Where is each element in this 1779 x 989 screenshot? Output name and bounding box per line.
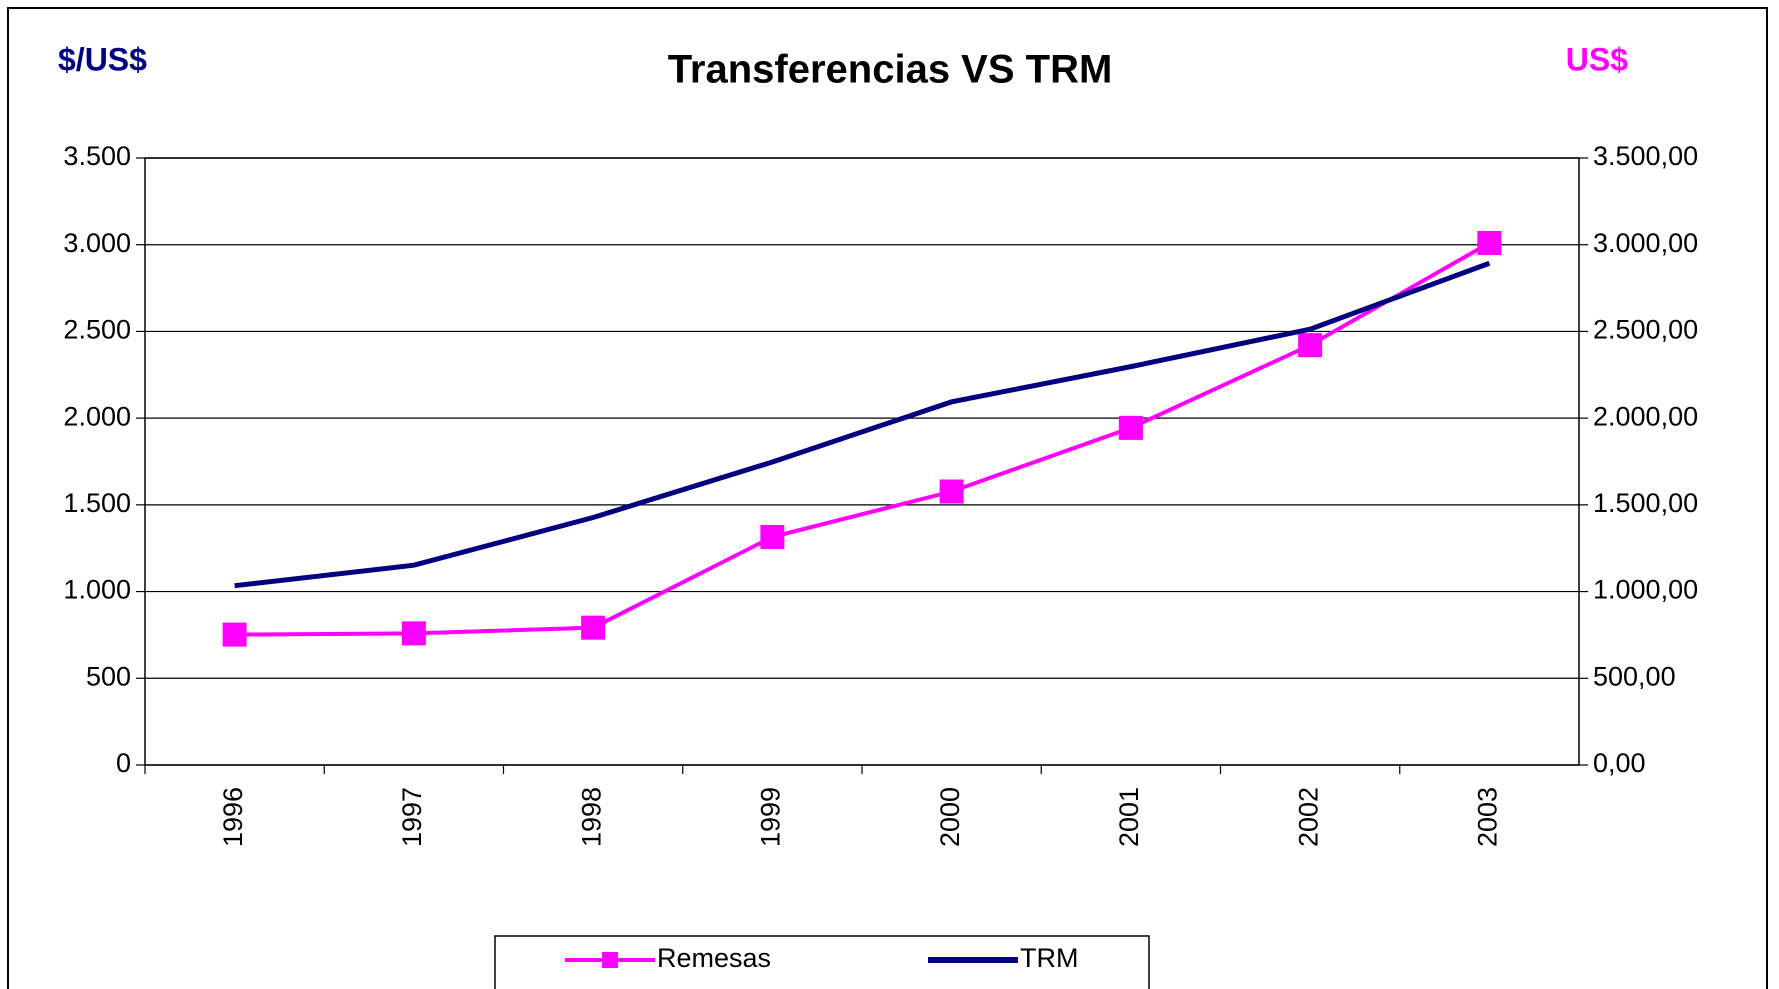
series-marker — [222, 622, 247, 647]
series-marker — [760, 524, 785, 549]
y2-tick-label: 2.500,00 — [1593, 315, 1698, 345]
legend-label: TRM — [1020, 943, 1078, 973]
y2-tick-label: 1.500,00 — [1593, 488, 1698, 518]
y-tick-label: 2.500 — [63, 315, 131, 345]
x-tick-label: 1996 — [218, 787, 248, 847]
x-tick-label: 1997 — [397, 787, 427, 847]
y-tick-label: 500 — [86, 661, 131, 691]
series-marker — [939, 479, 964, 504]
legend-box — [494, 935, 1150, 989]
y2-axis-label: US$ — [1566, 41, 1628, 77]
y2-tick-label: 500,00 — [1593, 661, 1676, 691]
series-line — [234, 241, 1491, 637]
x-tick-label: 2003 — [1473, 787, 1503, 847]
series-line — [234, 260, 1491, 589]
chart-title: Transferencias VS TRM — [668, 48, 1113, 92]
legend-marker — [602, 952, 618, 968]
y-tick-label: 3.500 — [63, 141, 131, 171]
x-tick-label: 1998 — [576, 787, 606, 847]
x-tick-label: 1999 — [756, 787, 786, 847]
y-tick-label: 1.500 — [63, 488, 131, 518]
series-marker — [581, 615, 606, 640]
y2-tick-label: 1.000,00 — [1593, 575, 1698, 605]
y2-tick-label: 3.000,00 — [1593, 228, 1698, 258]
y-axis-label: $/US$ — [58, 41, 147, 77]
y-tick-label: 2.000 — [63, 401, 131, 431]
chart-frame — [7, 7, 1768, 989]
y-tick-label: 0 — [116, 748, 131, 778]
x-tick-label: 2000 — [935, 787, 965, 847]
legend-label: Remesas — [657, 943, 771, 973]
y-tick-label: 1.000 — [63, 575, 131, 605]
y2-tick-label: 0,00 — [1593, 748, 1646, 778]
x-tick-label: 2002 — [1293, 787, 1323, 847]
series-marker — [401, 621, 426, 646]
series-marker — [1298, 333, 1323, 358]
series-marker — [1477, 230, 1502, 255]
y2-tick-label: 2.000,00 — [1593, 401, 1698, 431]
series-marker — [1118, 415, 1143, 440]
x-tick-label: 2001 — [1114, 787, 1144, 847]
legend: Remesas TRM — [494, 935, 1150, 989]
y2-tick-label: 3.500,00 — [1593, 141, 1698, 171]
y-tick-label: 3.000 — [63, 228, 131, 258]
